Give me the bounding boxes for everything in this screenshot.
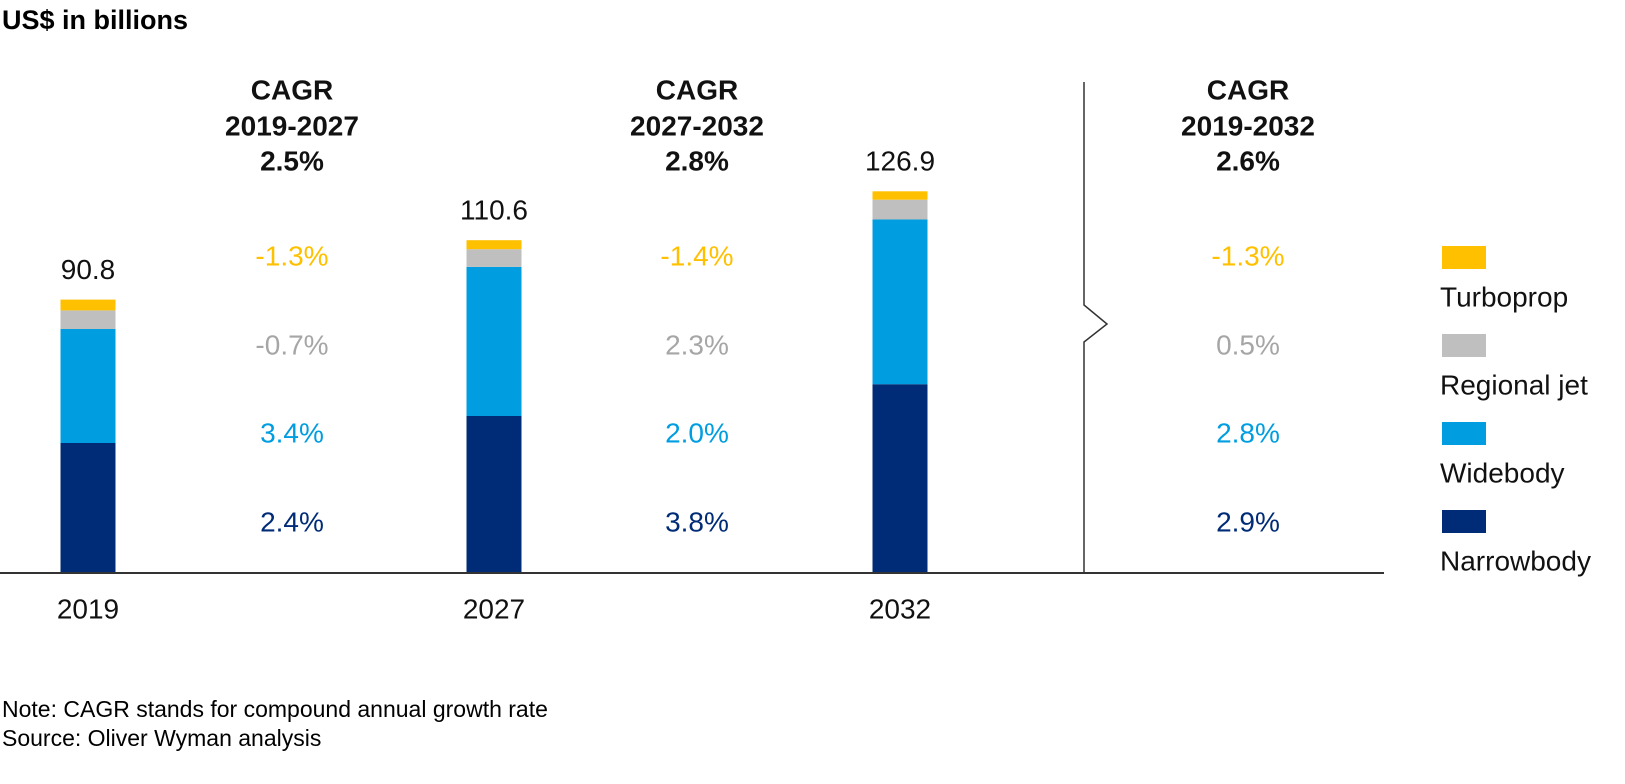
- cagr-value: 2.3%: [665, 329, 729, 360]
- bar-segment: [466, 249, 522, 267]
- cagr-total: 2.6%: [1216, 145, 1280, 176]
- legend-swatch: [1442, 334, 1486, 357]
- cagr-total: 2.8%: [665, 145, 729, 176]
- separator: [1083, 82, 1109, 573]
- bar-segment: [466, 416, 522, 572]
- cagr-value: 0.5%: [1216, 329, 1280, 360]
- bar-segment: [60, 329, 116, 443]
- cagr-value: 2.9%: [1216, 506, 1280, 537]
- cagr-value: 2.8%: [1216, 417, 1280, 448]
- legend-swatch: [1442, 422, 1486, 445]
- chart-title: US$ in billions: [2, 5, 188, 35]
- legend-label: Regional jet: [1440, 369, 1588, 400]
- total-label: 110.6: [460, 195, 528, 226]
- x-tick-label: 2027: [463, 593, 525, 624]
- x-tick-label: 2019: [57, 593, 119, 624]
- legend-swatch: [1442, 510, 1486, 533]
- cagr-label: CAGR: [656, 74, 738, 105]
- legend-label: Narrowbody: [1440, 545, 1591, 576]
- note: Note: CAGR stands for compound annual gr…: [2, 696, 548, 722]
- total-label: 126.9: [865, 146, 935, 177]
- bar-segment: [872, 191, 928, 200]
- cagr-value: -1.3%: [255, 240, 328, 271]
- bar-segment: [872, 199, 928, 220]
- cagr-value: 2.4%: [260, 506, 324, 537]
- bar-segment: [872, 219, 928, 385]
- cagr-value: 3.8%: [665, 506, 729, 537]
- bar-segment: [872, 384, 928, 572]
- bar-segment: [60, 299, 116, 311]
- cagr-value: -1.3%: [1211, 240, 1284, 271]
- legend-label: Widebody: [1440, 457, 1565, 488]
- bar-segment: [466, 266, 522, 416]
- cagr-value: 3.4%: [260, 417, 324, 448]
- source: Source: Oliver Wyman analysis: [2, 725, 321, 751]
- total-label: 90.8: [61, 254, 116, 285]
- cagr-value: 2.0%: [665, 417, 729, 448]
- bar-segment: [60, 443, 116, 572]
- bar-segment: [60, 310, 116, 329]
- legend-swatch: [1442, 246, 1486, 269]
- x-tick-label: 2032: [869, 593, 931, 624]
- bar-segment: [466, 240, 522, 250]
- cagr-total: 2.5%: [260, 145, 324, 176]
- cagr-label: CAGR: [1207, 74, 1289, 105]
- legend-label: Turboprop: [1440, 281, 1568, 312]
- cagr-period: 2027-2032: [630, 110, 764, 141]
- cagr-period: 2019-2032: [1181, 110, 1315, 141]
- cagr-value: -1.4%: [660, 240, 733, 271]
- cagr-period: 2019-2027: [225, 110, 359, 141]
- cagr-label: CAGR: [251, 74, 333, 105]
- cagr-value: -0.7%: [255, 329, 328, 360]
